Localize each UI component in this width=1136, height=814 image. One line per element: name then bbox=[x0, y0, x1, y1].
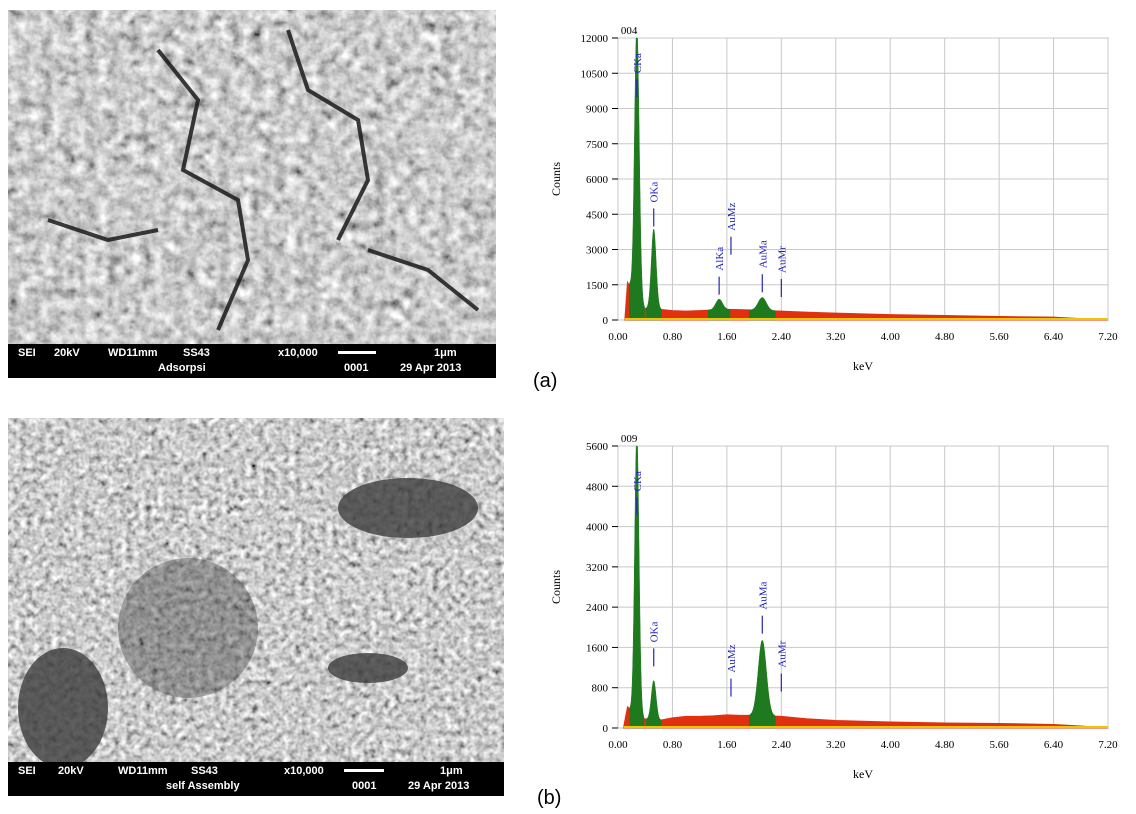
panel-label-b: (b) bbox=[537, 787, 562, 809]
x-tick-label: 4.00 bbox=[881, 739, 901, 751]
x-tick-label: 6.40 bbox=[1044, 739, 1064, 751]
peak-label-auma: AuMa bbox=[757, 581, 769, 609]
y-tick-label: 3200 bbox=[586, 562, 609, 574]
y-tick-label: 10500 bbox=[581, 68, 609, 80]
peak-label-cka: CKa bbox=[632, 53, 644, 73]
x-tick-label: 1.60 bbox=[717, 331, 737, 343]
sem-info-bar-b: SEI 20kV WD11mm SS43 x10,000 1μm self As… bbox=[8, 762, 504, 796]
peak-label-alka: AlKa bbox=[714, 247, 726, 271]
sem-code: SS43 bbox=[183, 347, 210, 359]
sem-date: 29 Apr 2013 bbox=[400, 362, 462, 374]
x-tick-label: 4.80 bbox=[935, 739, 955, 751]
x-tick-label: 3.20 bbox=[826, 331, 846, 343]
x-tick-label: 0.80 bbox=[663, 739, 683, 751]
y-tick-label: 4800 bbox=[586, 481, 609, 493]
sem-title: self Assembly bbox=[166, 780, 240, 792]
scale-bar bbox=[344, 769, 384, 772]
sem-image-b: SEI 20kV WD11mm SS43 x10,000 1μm self As… bbox=[8, 418, 504, 796]
sem-working-distance: WD11mm bbox=[108, 347, 158, 359]
plot-area bbox=[617, 445, 1109, 729]
sem-frame: 0001 bbox=[344, 362, 369, 374]
x-tick-label: 4.00 bbox=[881, 331, 901, 343]
y-tick-label: 0 bbox=[603, 723, 609, 735]
sem-voltage: 20kV bbox=[58, 765, 84, 777]
x-tick-label: 7.20 bbox=[1098, 739, 1118, 751]
sem-image-a: SEI 20kV WD11mm SS43 x10,000 1μm Adsorps… bbox=[8, 10, 496, 378]
x-tick-label: 5.60 bbox=[989, 739, 1009, 751]
spectrum-id: 004 bbox=[621, 25, 638, 37]
x-tick-label: 6.40 bbox=[1044, 331, 1064, 343]
y-tick-label: 12000 bbox=[581, 33, 609, 45]
peak-label-aumr: AuMr bbox=[776, 640, 788, 667]
x-tick-label: 4.80 bbox=[935, 331, 955, 343]
y-axis-title: Counts bbox=[549, 162, 563, 196]
x-tick-label: 5.60 bbox=[989, 331, 1009, 343]
y-axis-title: Counts bbox=[549, 570, 563, 604]
sem-title: Adsorpsi bbox=[158, 362, 206, 374]
sem-scale: 1μm bbox=[434, 347, 457, 359]
x-tick-label: 2.40 bbox=[772, 331, 792, 343]
x-axis-title: keV bbox=[853, 767, 873, 781]
peak-label-aumr: AuMr bbox=[776, 246, 788, 273]
sem-date: 29 Apr 2013 bbox=[408, 780, 470, 792]
eds-spectrum-b: 0.00 0.80 1.60 2.40 3.20 4.00 4.80 5.60 6.40 7.20… bbox=[549, 433, 1118, 781]
sem-working-distance: WD11mm bbox=[118, 765, 168, 777]
y-tick-label: 9000 bbox=[586, 104, 609, 116]
sem-mode: SEI bbox=[18, 347, 36, 359]
x-tick-label: 0.00 bbox=[608, 331, 628, 343]
y-tick-label: 5600 bbox=[586, 441, 609, 453]
y-tick-label: 1500 bbox=[586, 280, 609, 292]
peak-label-auma: AuMa bbox=[757, 240, 769, 268]
sem-voltage: 20kV bbox=[54, 347, 80, 359]
y-tick-label: 1600 bbox=[586, 642, 609, 654]
sem-texture-b bbox=[8, 418, 504, 762]
panel-label-a: (a) bbox=[533, 370, 558, 392]
sem-magnification: x10,000 bbox=[284, 765, 324, 777]
y-tick-label: 7500 bbox=[586, 139, 609, 151]
x-tick-label: 0.00 bbox=[608, 739, 628, 751]
x-tick-label: 1.60 bbox=[717, 739, 737, 751]
spectrum-id: 009 bbox=[621, 433, 638, 445]
y-tick-label: 4500 bbox=[586, 209, 609, 221]
x-tick-label: 0.80 bbox=[663, 331, 683, 343]
x-axis-title: keV bbox=[853, 359, 873, 373]
sem-info-bar-a: SEI 20kV WD11mm SS43 x10,000 1μm Adsorps… bbox=[8, 344, 496, 378]
sem-code: SS43 bbox=[191, 765, 218, 777]
y-tick-label: 6000 bbox=[586, 174, 609, 186]
y-tick-label: 800 bbox=[592, 683, 609, 695]
x-tick-label: 3.20 bbox=[826, 739, 846, 751]
peak-label-cka: CKa bbox=[632, 471, 644, 491]
x-tick-label: 2.40 bbox=[772, 739, 792, 751]
y-tick-label: 3000 bbox=[586, 245, 609, 257]
peak-label-oka: OKa bbox=[649, 622, 661, 643]
eds-spectrum-a: 0.00 0.80 1.60 2.40 3.20 4.00 4.80 5.60 6.40 7.20… bbox=[549, 25, 1118, 373]
peak-label-aumz: AuMz bbox=[726, 644, 738, 672]
peak-label-oka: OKa bbox=[649, 182, 661, 203]
sem-mode: SEI bbox=[18, 765, 36, 777]
sem-scale: 1μm bbox=[440, 765, 463, 777]
x-tick-label: 7.20 bbox=[1098, 331, 1118, 343]
sem-frame: 0001 bbox=[352, 780, 377, 792]
sem-magnification: x10,000 bbox=[278, 347, 318, 359]
y-tick-label: 2400 bbox=[586, 602, 609, 614]
peak-label-aumz: AuMz bbox=[726, 202, 738, 230]
y-tick-label: 4000 bbox=[586, 522, 609, 534]
y-tick-label: 0 bbox=[603, 315, 609, 327]
sem-texture-a bbox=[8, 10, 496, 344]
scale-bar bbox=[338, 351, 376, 354]
